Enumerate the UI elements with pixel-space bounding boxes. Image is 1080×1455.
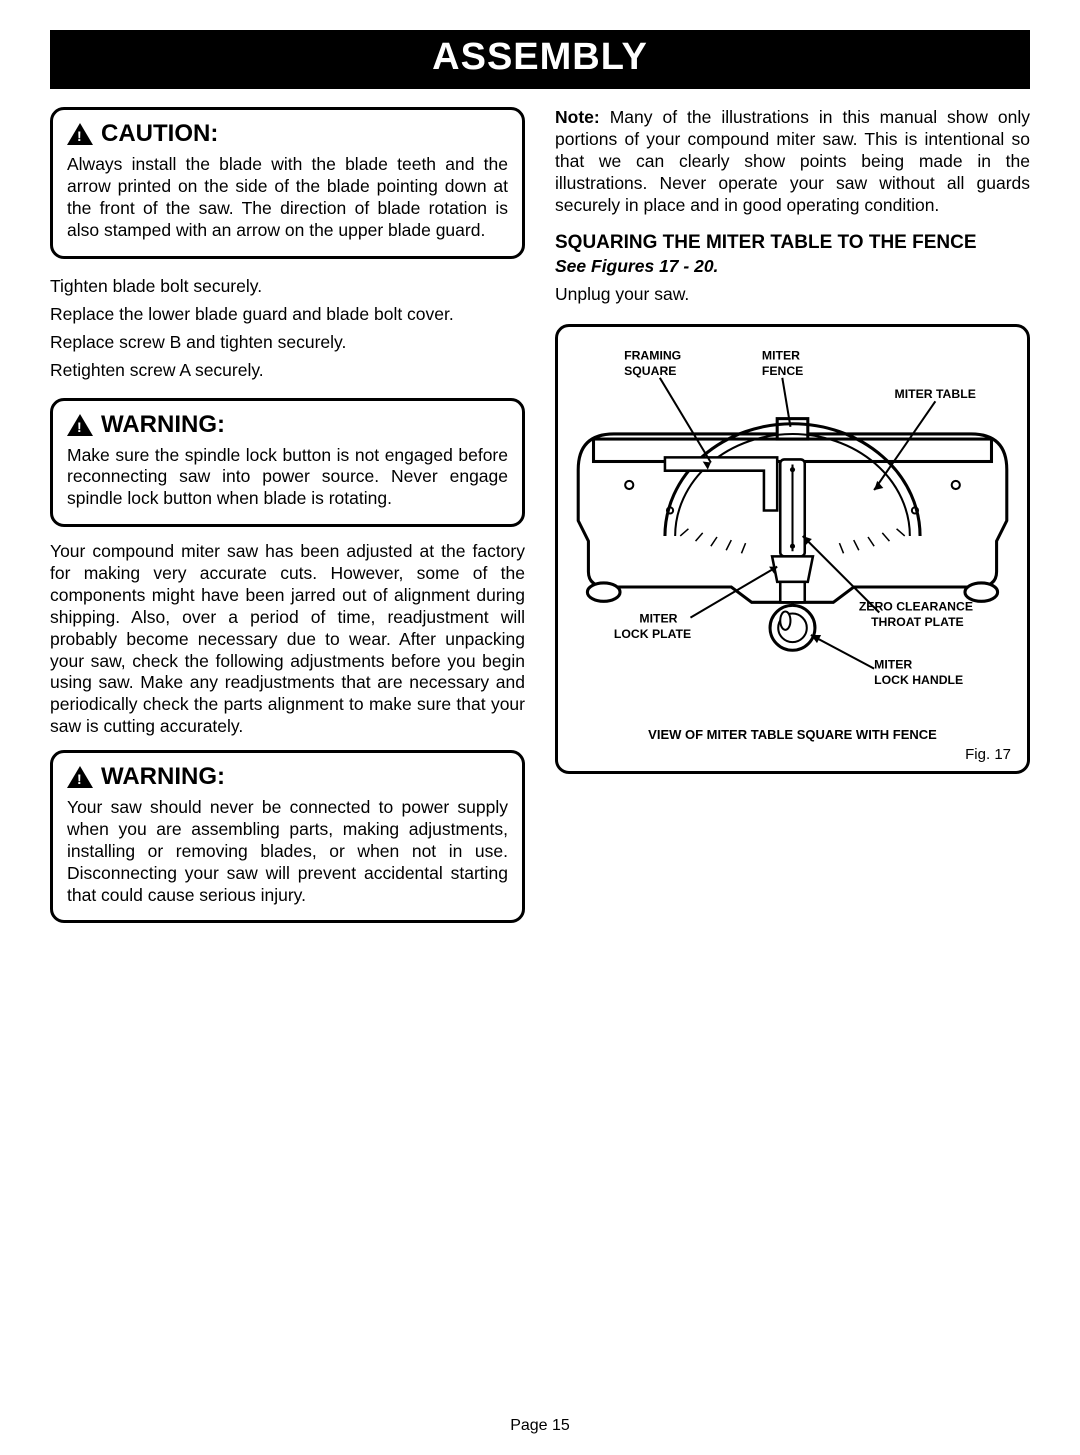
figure-17-illustration: FRAMING SQUARE MITER FENCE MITER TABLE	[568, 337, 1017, 720]
label-miter-lock-plate: MITER	[639, 611, 677, 625]
unplug-step: Unplug your saw.	[555, 281, 1030, 307]
label-miter-fence: MITER	[762, 348, 800, 362]
label-zero-clearance: ZERO CLEARANCE	[859, 599, 973, 613]
step-item: Replace the lower blade guard and blade …	[50, 301, 525, 327]
step-list: Tighten blade bolt securely. Replace the…	[50, 273, 525, 384]
note-body: Many of the illustrations in this manual…	[555, 107, 1030, 215]
label-framing-square: FRAMING	[624, 348, 681, 362]
svg-text:THROAT PLATE: THROAT PLATE	[871, 614, 964, 628]
warning-triangle-icon	[67, 123, 93, 145]
figure-17-box: FRAMING SQUARE MITER FENCE MITER TABLE	[555, 324, 1030, 775]
warning-box-2: WARNING: Your saw should never be connec…	[50, 750, 525, 923]
see-figures: See Figures 17 - 20.	[555, 256, 1030, 277]
label-miter-lock-handle: MITER	[874, 657, 912, 671]
warning-title: WARNING:	[101, 763, 225, 791]
svg-text:FENCE: FENCE	[762, 363, 803, 377]
caution-body: Always install the blade with the blade …	[67, 154, 508, 242]
warning-box-1: WARNING: Make sure the spindle lock butt…	[50, 398, 525, 528]
figure-caption: VIEW OF MITER TABLE SQUARE WITH FENCE	[568, 727, 1017, 742]
warning-body: Your saw should never be connected to po…	[67, 797, 508, 906]
caution-title: CAUTION:	[101, 120, 218, 148]
step-item: Tighten blade bolt securely.	[50, 273, 525, 299]
section-heading: SQUARING THE MITER TABLE TO THE FENCE	[555, 232, 1030, 254]
caution-box: CAUTION: Always install the blade with t…	[50, 107, 525, 259]
svg-text:LOCK HANDLE: LOCK HANDLE	[874, 673, 963, 687]
warning-body: Make sure the spindle lock button is not…	[67, 445, 508, 511]
warning-header: WARNING:	[67, 763, 508, 791]
assembly-banner: ASSEMBLY	[50, 30, 1030, 89]
svg-text:LOCK PLATE: LOCK PLATE	[614, 627, 691, 641]
left-column: CAUTION: Always install the blade with t…	[50, 107, 525, 937]
warning-triangle-icon	[67, 414, 93, 436]
factory-adjust-paragraph: Your compound miter saw has been adjuste…	[50, 541, 525, 738]
two-column-layout: CAUTION: Always install the blade with t…	[50, 107, 1030, 937]
step-item: Retighten screw A securely.	[50, 357, 525, 383]
svg-text:SQUARE: SQUARE	[624, 363, 676, 377]
note-lead: Note:	[555, 107, 600, 127]
step-item: Replace screw B and tighten securely.	[50, 329, 525, 355]
warning-title: WARNING:	[101, 411, 225, 439]
label-miter-table: MITER TABLE	[895, 387, 976, 401]
caution-header: CAUTION:	[67, 120, 508, 148]
right-column: Note: Many of the illustrations in this …	[555, 107, 1030, 937]
page-number: Page 15	[50, 1417, 1030, 1435]
warning-triangle-icon	[67, 766, 93, 788]
figure-number: Fig. 17	[568, 746, 1017, 763]
warning-header: WARNING:	[67, 411, 508, 439]
note-paragraph: Note: Many of the illustrations in this …	[555, 107, 1030, 216]
